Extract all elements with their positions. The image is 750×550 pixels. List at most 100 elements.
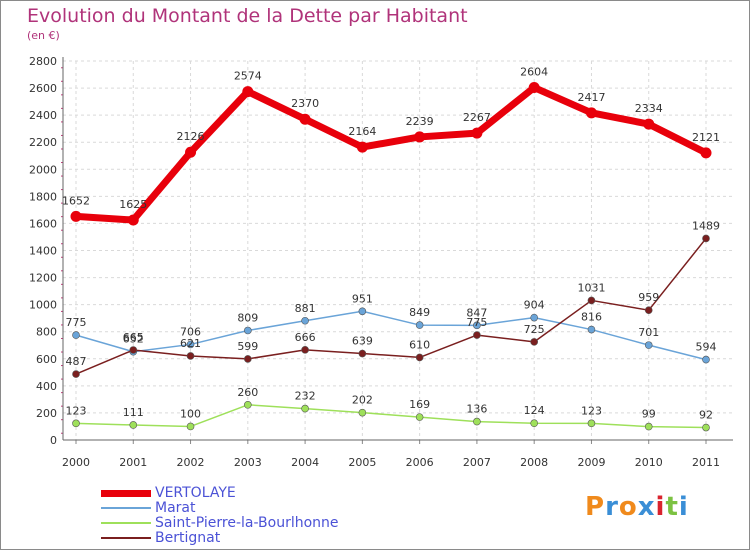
- series-line: [75, 310, 707, 361]
- data-label: 775: [66, 316, 87, 329]
- chart-title: Evolution du Montant de la Dette par Hab…: [27, 5, 468, 27]
- data-label: 169: [409, 398, 430, 411]
- data-label: 124: [524, 404, 545, 417]
- data-point: [587, 419, 596, 428]
- legend-item-vertolaye: VERTOLAYE: [101, 485, 236, 501]
- data-point: [299, 113, 311, 125]
- data-label: 881: [295, 302, 316, 315]
- data-point: [587, 325, 596, 334]
- data-point: [702, 355, 710, 364]
- data-point: [643, 118, 655, 130]
- data-label: 1625: [119, 198, 147, 211]
- data-point: [186, 340, 195, 349]
- data-label: 594: [696, 341, 717, 354]
- legend-swatch-saint-pierre: [101, 522, 151, 524]
- data-point: [644, 306, 653, 314]
- data-label: 951: [352, 292, 373, 305]
- series-marat: 775 652 706 809 881 951 849 847 904 816 701 594: [66, 292, 717, 364]
- y-tick-label: 600: [36, 353, 57, 366]
- data-label: 665: [123, 331, 144, 344]
- y-tick-label: 1200: [29, 272, 57, 285]
- data-label: 123: [581, 404, 602, 417]
- data-point: [244, 326, 252, 335]
- data-point: [528, 82, 540, 94]
- data-point: [72, 370, 80, 378]
- x-tick-label: 2011: [692, 456, 720, 469]
- data-label: 2164: [348, 125, 376, 138]
- x-tick-label: 2009: [577, 456, 605, 469]
- data-point: [244, 401, 252, 409]
- data-point: [702, 423, 710, 432]
- x-tick-label: 2006: [406, 456, 434, 469]
- data-label: 959: [638, 291, 659, 304]
- data-point: [415, 353, 424, 362]
- data-point: [702, 234, 710, 243]
- x-tick-label: 2000: [62, 456, 90, 469]
- y-tick-label: 2400: [29, 109, 57, 122]
- data-point: [129, 421, 138, 429]
- data-point: [129, 346, 138, 354]
- x-tick-label: 2001: [119, 456, 147, 469]
- data-point: [185, 146, 197, 158]
- data-label: 1031: [577, 281, 605, 294]
- data-label: 100: [180, 407, 201, 420]
- y-tick-label: 1000: [29, 299, 57, 312]
- data-point: [301, 316, 309, 325]
- data-point: [530, 313, 538, 322]
- legend-label-marat: Marat: [155, 500, 196, 516]
- y-tick-label: 2800: [29, 55, 57, 68]
- data-point: [301, 404, 309, 413]
- data-point: [587, 296, 596, 305]
- legend-swatch-marat: [101, 507, 151, 509]
- data-point: [585, 107, 597, 119]
- data-label: 775: [466, 316, 487, 329]
- series-bertignat: 487 665 621 599 666 639 610 775 725 1031 959 1489: [66, 219, 720, 378]
- data-label: 2604: [520, 66, 548, 79]
- data-label: 232: [295, 390, 316, 403]
- legend-item-saint-pierre: Saint-Pierre-la-Bourlhonne: [101, 515, 339, 531]
- series-line: [75, 404, 707, 429]
- legend-item-bertignat: Bertignat: [101, 530, 220, 546]
- legend-item-marat: Marat: [101, 500, 196, 516]
- x-tick-label: 2010: [635, 456, 663, 469]
- data-point: [72, 331, 80, 339]
- series-vertolaye: 1652 1625 2126 2574 2370 2164 2239 2267 2604 2417…: [62, 66, 720, 226]
- data-label: 725: [524, 323, 545, 336]
- data-label: 706: [180, 325, 201, 338]
- y-tick-label: 2600: [29, 82, 57, 95]
- y-tick-label: 1400: [29, 245, 57, 258]
- y-tick-label: 400: [36, 380, 57, 393]
- y-tick-label: 800: [36, 326, 57, 339]
- y-tick-label: 0: [50, 434, 57, 447]
- legend-label-saint-pierre: Saint-Pierre-la-Bourlhonne: [155, 515, 339, 531]
- x-tick-label: 2008: [520, 456, 548, 469]
- data-label: 111: [123, 406, 144, 419]
- data-point: [186, 422, 195, 431]
- data-point: [244, 355, 252, 363]
- data-label: 809: [237, 311, 258, 324]
- data-point: [530, 338, 538, 346]
- data-label: 904: [524, 299, 545, 312]
- data-label: 2239: [406, 115, 434, 128]
- data-point: [473, 331, 481, 339]
- data-label: 666: [295, 331, 316, 344]
- y-tick-label: 200: [36, 407, 57, 420]
- data-label: 2370: [291, 97, 319, 110]
- data-label: 610: [409, 338, 430, 351]
- x-tick-label: 2005: [348, 456, 376, 469]
- data-label: 1489: [692, 219, 720, 232]
- data-point: [473, 417, 481, 426]
- data-label: 849: [409, 306, 430, 319]
- data-point: [358, 307, 367, 316]
- data-label: 2334: [635, 102, 663, 115]
- data-point: [700, 147, 712, 159]
- data-label: 1652: [62, 194, 90, 207]
- y-tick-label: 2000: [29, 163, 57, 176]
- data-label: 621: [180, 337, 201, 350]
- data-point: [414, 131, 426, 143]
- data-point: [415, 321, 424, 329]
- data-label: 2574: [234, 70, 262, 83]
- data-point: [127, 214, 139, 226]
- data-point: [356, 141, 368, 153]
- data-point: [415, 413, 424, 421]
